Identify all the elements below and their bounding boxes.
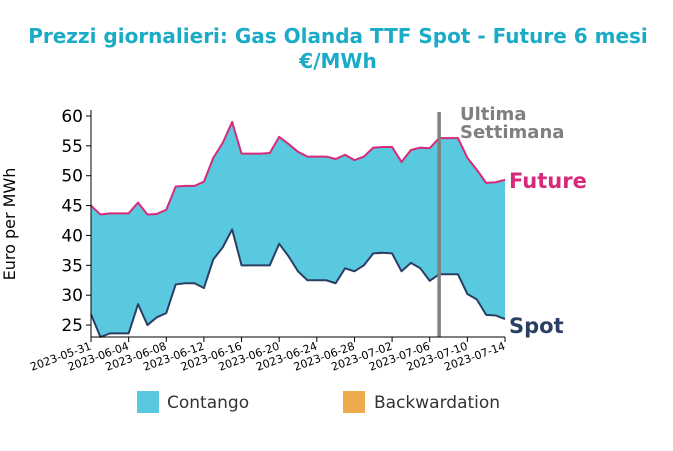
contango-fill-layer [91, 121, 505, 337]
future-end-label: Future [509, 169, 587, 193]
chart-title-line2: €/MWh [298, 49, 376, 73]
contango-area [91, 121, 505, 337]
y-tick-label: 60 [61, 107, 83, 127]
axes: 25303540455055602023-05-312023-06-042023… [28, 107, 507, 374]
y-tick-label: 50 [61, 167, 83, 187]
last-week-label-line1: Ultima [460, 104, 526, 125]
legend-swatch-backwardation [343, 391, 365, 413]
y-tick-label: 45 [61, 197, 83, 217]
series-lines [90, 120, 506, 338]
future-line [90, 120, 506, 216]
y-tick-label: 35 [61, 256, 83, 276]
y-tick-label: 25 [61, 316, 83, 336]
y-tick-label: 55 [61, 137, 83, 157]
last-week-label-line2: Settimana [460, 122, 564, 143]
chart-title-line1: Prezzi giornalieri: Gas Olanda TTF Spot … [28, 24, 648, 48]
legend-label-contango: Contango [167, 393, 249, 413]
spot-line [90, 228, 506, 338]
y-tick-label: 40 [61, 226, 83, 246]
legend-label-backwardation: Backwardation [374, 393, 500, 413]
legend-swatch-contango [137, 391, 159, 413]
y-axis-label: Euro per MWh [0, 168, 19, 281]
legend: Contango Backwardation [137, 391, 500, 413]
spot-end-label: Spot [509, 314, 564, 338]
y-tick-label: 30 [61, 286, 83, 306]
